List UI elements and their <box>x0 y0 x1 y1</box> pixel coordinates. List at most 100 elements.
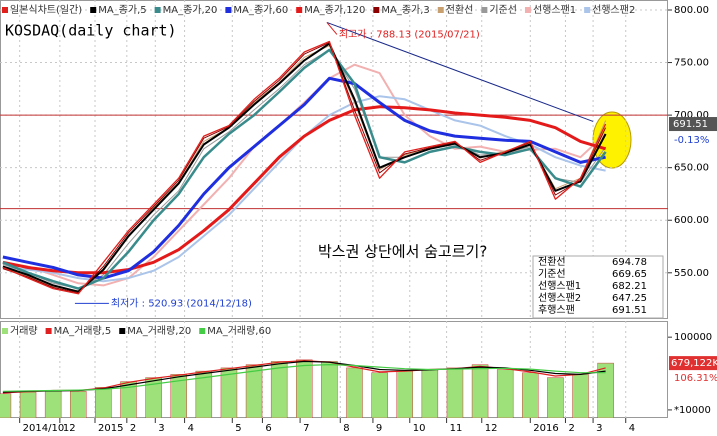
legend-marker <box>199 328 206 334</box>
volume-bar <box>70 391 87 418</box>
x-tick-label: 2016 <box>533 423 558 434</box>
x-tick-label: 12 <box>485 423 498 434</box>
legend-marker <box>119 328 126 334</box>
volume-bar <box>471 364 489 418</box>
trendline <box>326 21 594 122</box>
legend-label: MA_거래량,60 <box>207 325 271 337</box>
x-tick-label: 4 <box>629 423 635 434</box>
annotation-arrow <box>326 22 338 35</box>
volume-bar <box>321 361 338 418</box>
legend-label: MA_종가,3 <box>381 4 429 16</box>
y-tick-label: 600.00 <box>674 215 709 226</box>
legend-marker <box>154 7 161 13</box>
indicator-value: 669.65 <box>612 269 647 280</box>
x-tick-label: 6 <box>265 423 271 434</box>
legend-label: MA_종가,60 <box>233 4 288 16</box>
indicator-name: 선행스팬1 <box>538 280 581 292</box>
annotation: 최저가 : 520.93 (2014/12/18) <box>111 297 252 309</box>
indicator-name: 기준선 <box>538 268 566 280</box>
x-tick-label: 10 <box>413 423 426 434</box>
volume-bar <box>145 377 162 418</box>
volume-bar <box>120 381 137 418</box>
legend-label: 선행스팬2 <box>592 4 635 16</box>
volume-bar <box>446 367 464 418</box>
legend-label: MA_거래량,20 <box>127 325 191 337</box>
volume-bar <box>496 369 514 418</box>
legend-label: 기준선 <box>489 4 517 16</box>
volume-bar <box>245 364 263 418</box>
legend-marker <box>296 7 303 13</box>
indicator-name: 선행스팬2 <box>538 292 581 304</box>
y-tick-label: 100000 <box>674 332 712 343</box>
y-tick-label: 750.00 <box>674 58 709 69</box>
chart-title: KOSDAQ(daily chart) <box>5 22 177 40</box>
legend-marker <box>481 7 488 13</box>
series-line <box>2 48 607 290</box>
x-tick-label: 3 <box>158 423 164 434</box>
x-tick-label: 2 <box>130 423 136 434</box>
volume-bar <box>170 374 187 418</box>
x-tick-label: 2014/10 <box>23 423 65 434</box>
x-tick-label: 2 <box>568 423 574 434</box>
volume-bar <box>346 367 363 418</box>
legend-label: 선행스팬1 <box>533 4 576 16</box>
legend-marker <box>2 7 8 13</box>
indicator-name: 전환선 <box>538 256 566 268</box>
volume-bar <box>95 387 112 418</box>
x-tick-label: 4 <box>188 423 194 434</box>
volume-bar <box>572 374 589 418</box>
legend-marker <box>225 7 232 13</box>
volume-bar <box>220 367 238 418</box>
x-tick-label: 12 <box>63 423 76 434</box>
note: 박스권 상단에서 숨고르기? <box>318 243 487 261</box>
price-tag-label: 691.51 <box>673 119 708 130</box>
volume-bar <box>0 393 12 418</box>
volume-bar <box>597 362 614 418</box>
legend-label: 거래량 <box>10 325 38 337</box>
indicator-value: 694.78 <box>612 257 647 268</box>
x-tick-label: 11 <box>450 423 463 434</box>
annotation: 최고가 : 788.13 (2015/07/21) <box>339 28 480 40</box>
x-tick-label: 3 <box>596 423 602 434</box>
volume-bar <box>44 390 62 418</box>
volume-bar <box>522 372 539 418</box>
series-line <box>2 42 607 293</box>
volume-plot <box>0 321 627 418</box>
x-tick-label: 2015 <box>98 423 123 434</box>
series-line <box>2 40 607 295</box>
volume-tag <box>669 356 717 371</box>
legend-marker <box>45 328 52 334</box>
x-tick-label: 5 <box>235 423 241 434</box>
indicator-value: 647.25 <box>612 293 647 304</box>
volume-bar <box>19 391 37 418</box>
volume-bar <box>270 361 288 418</box>
volume-bar <box>396 370 413 418</box>
indicator-name: 후행스팬 <box>538 304 575 316</box>
price-panel <box>0 0 668 319</box>
legend-marker <box>584 7 591 13</box>
x-tick-label: 9 <box>376 423 382 434</box>
volume-bar <box>296 359 313 418</box>
legend-marker <box>373 7 380 13</box>
volume-tag-label: 679,122K <box>671 358 717 369</box>
y-tick-label: *10000 <box>674 405 711 416</box>
legend-marker <box>90 7 97 13</box>
y-tick-label: 550.00 <box>674 268 709 279</box>
y-tick-label: 700.00 <box>674 110 709 121</box>
series-line <box>2 105 607 275</box>
series-line <box>2 364 606 392</box>
legend-label: MA_종가,120 <box>304 4 365 16</box>
legend-label: MA_종가,20 <box>163 4 218 16</box>
volume-bar <box>421 369 439 418</box>
price-tag <box>669 117 717 132</box>
volume-bar <box>195 370 213 418</box>
indicator-value: 682.21 <box>612 281 647 292</box>
price-change: -0.13% <box>674 135 709 146</box>
x-tick-label: 7 <box>303 423 309 434</box>
y-tick-label: 650.00 <box>674 163 709 174</box>
legend-marker <box>524 7 531 13</box>
legend-label: MA_거래량,5 <box>54 325 112 337</box>
y-tick-label: 800.00 <box>674 5 709 16</box>
